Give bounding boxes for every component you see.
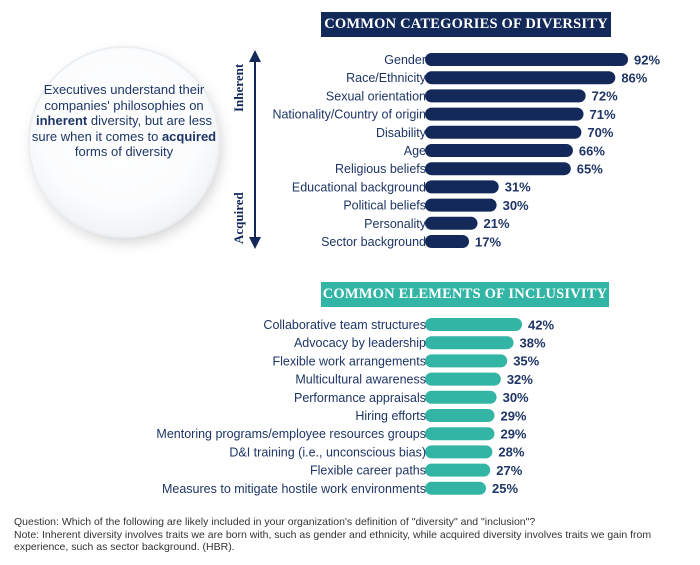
diversity-category-label: Personality — [364, 217, 427, 231]
inclusivity-category-label: Mentoring programs/employee resources gr… — [156, 427, 426, 441]
inclusivity-value-label: 29% — [500, 427, 526, 442]
diversity-category-label: Nationality/Country of origin — [272, 108, 426, 122]
diversity-category-label: Sector background — [321, 235, 426, 249]
inclusivity-bar — [425, 445, 493, 459]
diversity-value-label: 30% — [503, 198, 529, 213]
inclusivity-value-label: 42% — [528, 317, 554, 332]
inclusivity-category-label: Flexible work arrangements — [272, 354, 426, 368]
diversity-category-label: Race/Ethnicity — [346, 71, 427, 85]
inclusivity-bar — [425, 409, 495, 422]
inclusivity-category-label: Hiring efforts — [355, 409, 426, 423]
callout-highlight-inherent: inherent — [35, 113, 88, 128]
diversity-category-label: Gender — [384, 53, 426, 67]
diversity-value-label: 17% — [475, 234, 501, 249]
inclusivity-bar — [425, 372, 501, 386]
inclusivity-value-label: 32% — [507, 372, 533, 387]
diversity-bars: Gender 92% Race/Ethnicity 86% Sexual orienta… — [272, 52, 660, 249]
diversity-bar — [425, 107, 584, 121]
diversity-value-label: 70% — [587, 125, 613, 140]
inclusivity-bar — [425, 354, 508, 368]
inclusivity-category-label: Flexible career paths — [310, 464, 426, 478]
inclusivity-bar — [425, 390, 497, 404]
diversity-value-label: 92% — [634, 52, 660, 67]
inclusivity-bar — [425, 318, 523, 331]
inclusivity-category-label: Advocacy by leadership — [294, 336, 426, 350]
diversity-value-label: 66% — [579, 143, 605, 158]
diversity-value-label: 86% — [621, 71, 647, 86]
diversity-value-label: 72% — [592, 89, 618, 104]
callout-highlight-acquired: acquired — [161, 128, 217, 144]
inclusivity-bars: Collaborative team structures 42% Advocacy… — [156, 317, 554, 496]
diversity-bar — [425, 180, 499, 194]
diversity-value-label: 21% — [484, 216, 510, 231]
diversity-bar — [425, 235, 470, 248]
inclusivity-category-label: Performance appraisals — [294, 391, 426, 405]
inclusivity-value-label: 25% — [492, 481, 518, 496]
diversity-category-label: Age — [404, 144, 426, 158]
diversity-bar — [425, 144, 573, 157]
inclusivity-bar — [425, 481, 486, 495]
diversity-bar — [425, 125, 582, 139]
diversity-bar — [425, 198, 497, 212]
inclusivity-bar — [425, 427, 495, 441]
diversity-bar — [425, 53, 629, 66]
inclusivity-category-label: Measures to mitigate hostile work enviro… — [162, 482, 426, 496]
inclusivity-value-label: 35% — [513, 354, 539, 369]
callout-circle: Executives understand their companies' p… — [30, 48, 218, 236]
footnote-question: Question: Which of the following are lik… — [14, 516, 536, 528]
diversity-category-label: Sexual orientation — [326, 89, 426, 103]
diversity-value-label: 65% — [577, 162, 603, 177]
footnote-note: Note: Inherent diversity involves traits… — [14, 528, 652, 554]
inclusivity-value-label: 38% — [520, 336, 546, 351]
inclusivity-value-label: 28% — [498, 445, 524, 460]
inclusivity-value-label: 29% — [500, 408, 526, 423]
inclusivity-bar — [425, 336, 514, 350]
inclusivity-value-label: 27% — [496, 463, 522, 478]
inclusivity-chart-title: COMMON ELEMENTS OF INCLUSIVITY — [321, 282, 609, 307]
diversity-bar — [425, 71, 616, 85]
inclusivity-category-label: Collaborative team structures — [263, 318, 426, 332]
axis-label-acquired: Acquired — [231, 191, 246, 244]
diversity-category-label: Political beliefs — [343, 199, 426, 213]
diversity-value-label: 71% — [590, 107, 616, 122]
inclusivity-category-label: D&I training (i.e., unconscious bias) — [229, 445, 426, 459]
diversity-category-label: Educational background — [292, 180, 426, 194]
diversity-bar — [425, 162, 571, 176]
diversity-category-label: Disability — [376, 126, 427, 140]
diversity-value-label: 31% — [505, 180, 531, 195]
callout-text: Executives understand their companies' p… — [31, 82, 217, 159]
diversity-category-label: Religious beliefs — [335, 162, 426, 176]
axis-label-inherent: Inherent — [231, 63, 246, 112]
diversity-bar — [425, 216, 478, 230]
inclusivity-value-label: 30% — [503, 390, 529, 405]
footnote: Question: Which of the following are lik… — [14, 516, 690, 554]
inclusivity-category-label: Multicultural awareness — [295, 373, 426, 387]
diversity-chart-title: COMMON CATEGORIES OF DIVERSITY — [321, 12, 611, 37]
diversity-bar — [425, 89, 586, 103]
inclusivity-bar — [425, 463, 491, 477]
